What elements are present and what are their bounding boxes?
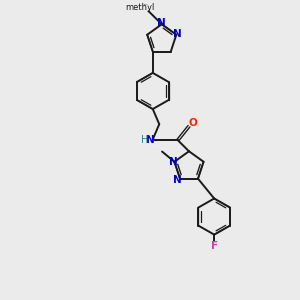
Text: methyl: methyl <box>126 3 155 12</box>
Text: N: N <box>158 18 166 28</box>
Text: methyl: methyl <box>148 4 152 5</box>
Text: methyl: methyl <box>160 147 166 148</box>
Text: N: N <box>173 175 182 185</box>
Text: H: H <box>141 135 148 145</box>
Text: N: N <box>169 157 177 167</box>
Text: O: O <box>188 118 197 128</box>
Text: F: F <box>211 241 218 251</box>
Text: methyl2: methyl2 <box>154 146 160 147</box>
Text: N: N <box>146 135 155 145</box>
Text: methyl: methyl <box>147 4 152 6</box>
Text: N: N <box>173 28 182 38</box>
Text: methyl: methyl <box>144 4 148 5</box>
